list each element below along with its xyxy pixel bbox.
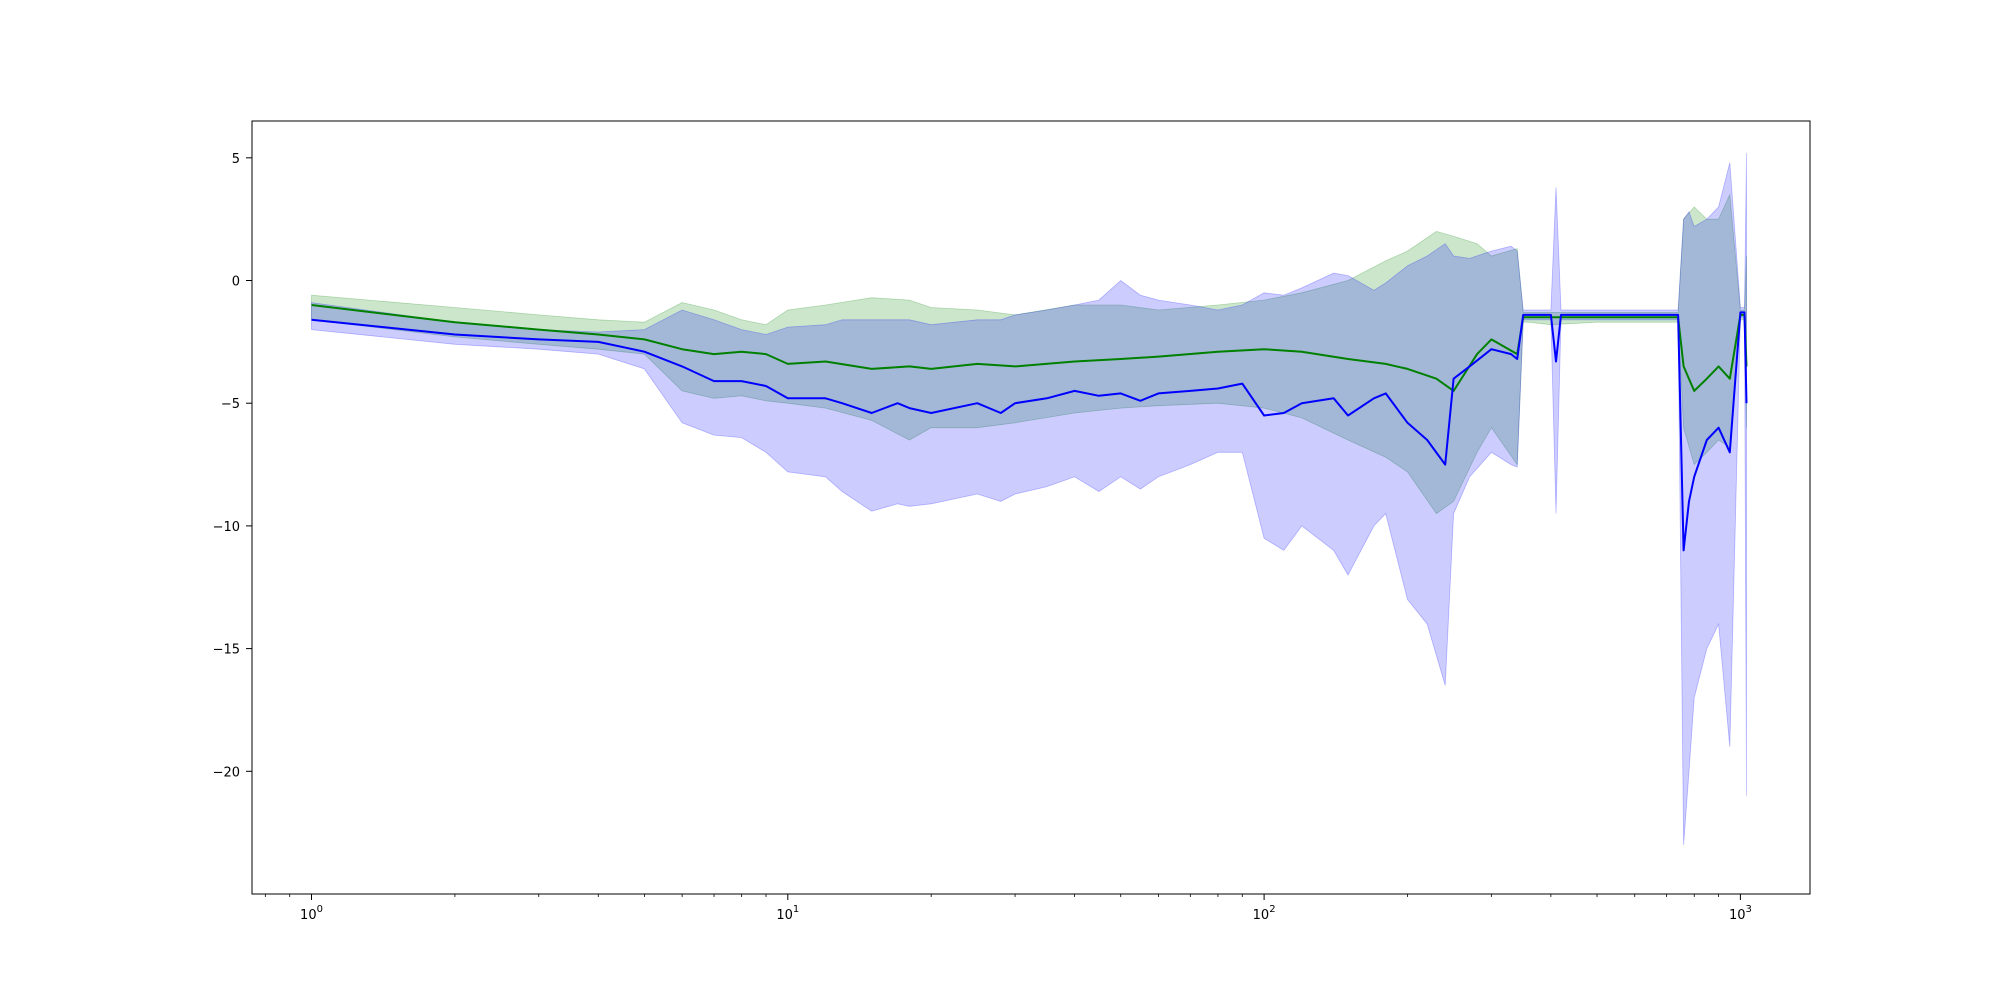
series-1-line [311,304,1748,392]
y-tick-label: −20 [213,765,240,780]
x-tick-label: 102 [1253,904,1276,923]
x-axis: 100 101 102 103 [264,894,1752,923]
y-axis: 5 0 −5 −10 −15 −20 [213,152,252,780]
series-1-band [311,193,1747,515]
y-tick-label: −15 [213,643,240,658]
y-tick-label: −5 [221,397,240,412]
x-tick-label: 103 [1729,904,1752,923]
plot-frame [251,120,1811,895]
series-2-band [311,152,1747,845]
y-tick-label: 0 [232,275,240,290]
series-2-line [311,311,1748,552]
y-tick-label: 5 [232,152,240,167]
confidence-bands [311,152,1747,845]
y-tick-label: −10 [213,520,240,535]
x-tick-label: 100 [300,904,323,923]
series-lines [311,304,1748,552]
x-tick-label: 101 [776,904,799,923]
